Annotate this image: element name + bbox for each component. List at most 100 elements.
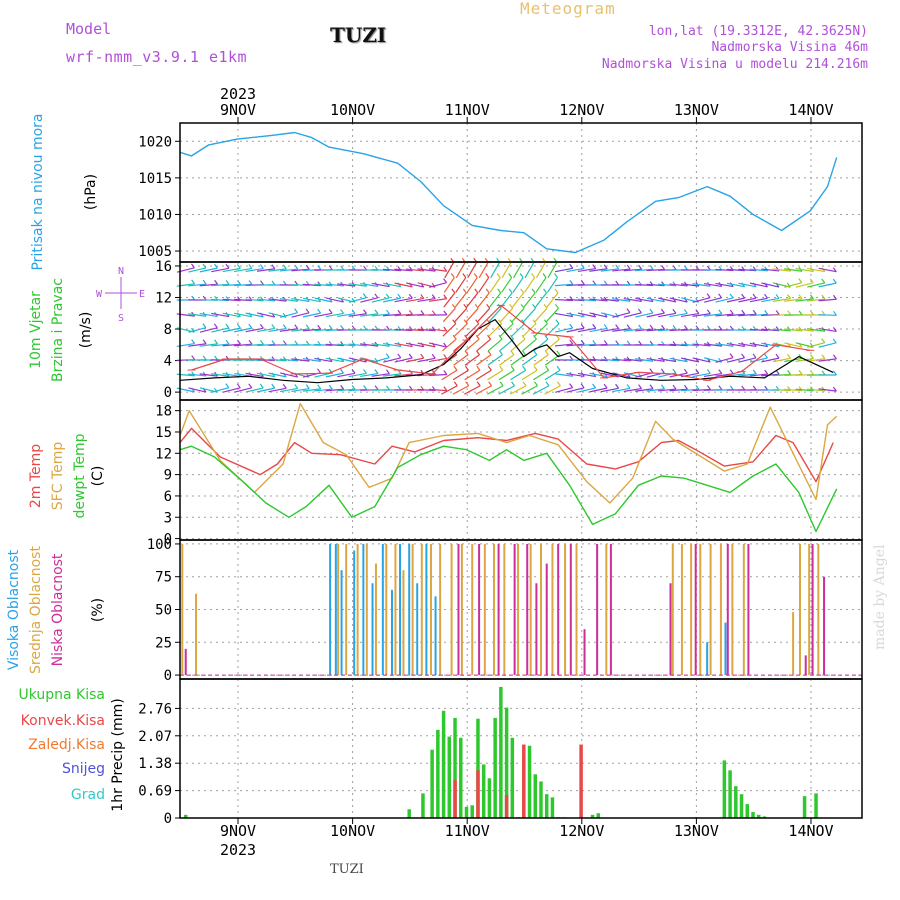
wind-barb [279,358,298,362]
wind-barb [680,312,699,318]
wind-barb-flag [672,308,677,314]
wind-barb [394,342,413,348]
wind-barb [417,297,436,303]
wind-barb [703,282,722,288]
wind-barb [715,297,734,303]
wind-barb [807,358,826,362]
bar [742,543,745,676]
wind-barb-flag [809,354,814,359]
wind-barb [680,343,699,347]
wind-barb [623,328,642,332]
wind-barb [807,342,825,348]
wind-barb-flag [626,384,631,389]
wind-barb-flag [452,319,457,325]
wind-barb [818,342,837,348]
wind-barb-flag [615,312,619,318]
wind-barb [511,307,525,323]
y-tick-label: 12 [155,290,172,306]
wind-barb [521,369,538,381]
wind-barb [749,282,768,288]
bar [439,543,442,676]
wind-barb [522,338,537,352]
wind-barb [245,343,264,347]
wind-barb [589,312,608,318]
wind-barb-flag [569,280,574,285]
wind-barb [337,343,356,347]
wind-barb [761,297,780,303]
wind-barb-flag [729,293,734,299]
wind-barb-flag [615,383,620,389]
wind-barb-flag [237,339,242,345]
wind-barb-flag [237,280,242,285]
wind-barb-flag [718,293,723,299]
bar [734,786,738,818]
wind-barb [510,354,526,366]
wind-barb [807,328,826,332]
wind-barb-flag [649,265,654,270]
wind-barb [749,297,768,303]
bar [334,543,337,676]
wind-barb [211,283,230,287]
panel-4: 0 0.69 1.38 2.07 2.76 [138,678,863,827]
bar [510,737,515,818]
bar [499,686,503,818]
wind-barb [360,282,379,288]
bar [605,543,608,676]
wind-barb [211,343,230,347]
precip-legend-item: Zaledj.Kisa [28,737,105,753]
wind-barb-flag [420,294,425,299]
wind-barb [245,358,264,362]
wind-barb-flag [580,383,585,389]
wind-barb-flag [764,353,768,359]
wind-barb-flag [374,385,379,391]
wind-barb [600,268,619,272]
wind-barb [533,354,549,366]
wind-barb [222,312,241,318]
wind-barb [489,292,502,308]
wind-barb [188,267,207,273]
bar [609,543,612,676]
wind-barb-flag [592,383,597,389]
wind-barb [234,312,252,318]
wind-barb-flag [191,279,196,285]
bar [429,543,432,676]
wind-barb [692,283,711,287]
bar [345,543,348,676]
wind-barb [715,313,734,317]
wind-barb-flag [451,303,456,309]
wind-barb-flag [465,381,470,387]
bar [526,543,529,676]
bar [464,806,469,818]
wind-barb [486,385,504,395]
wind-barb [245,372,264,378]
wind-barb-flag [718,325,723,331]
wind-barb [256,268,275,272]
elevation-text: Nadmorska Visina 46m [711,40,868,55]
wind-barb [466,277,478,293]
wind-barb [521,385,538,395]
wind-barb [512,292,525,308]
wind-barb [455,277,467,293]
wind-barb [211,267,230,273]
wind-barb-flag [672,368,677,374]
wind-barb [566,372,585,378]
bar [544,794,549,818]
wind-barb [325,283,344,287]
wind-barb-flag [786,282,791,288]
wind-barb [554,267,573,273]
wind-barb-flag [718,357,723,363]
wind-barb-flag [214,279,219,285]
bar [724,622,727,676]
wind-barb-flag [798,310,803,316]
wind-barb-flag [809,342,814,348]
bar [719,543,722,676]
wind-barb [577,358,596,362]
top-year-label: 2023 [220,85,256,103]
wind-barb-flag [443,386,448,391]
wind-barb [405,268,424,272]
wind-barb-flag [476,365,481,371]
wind-barb-flag [649,368,654,374]
y-tick-label: 1.38 [138,756,172,772]
top-day-label: 11NOV [445,101,490,119]
